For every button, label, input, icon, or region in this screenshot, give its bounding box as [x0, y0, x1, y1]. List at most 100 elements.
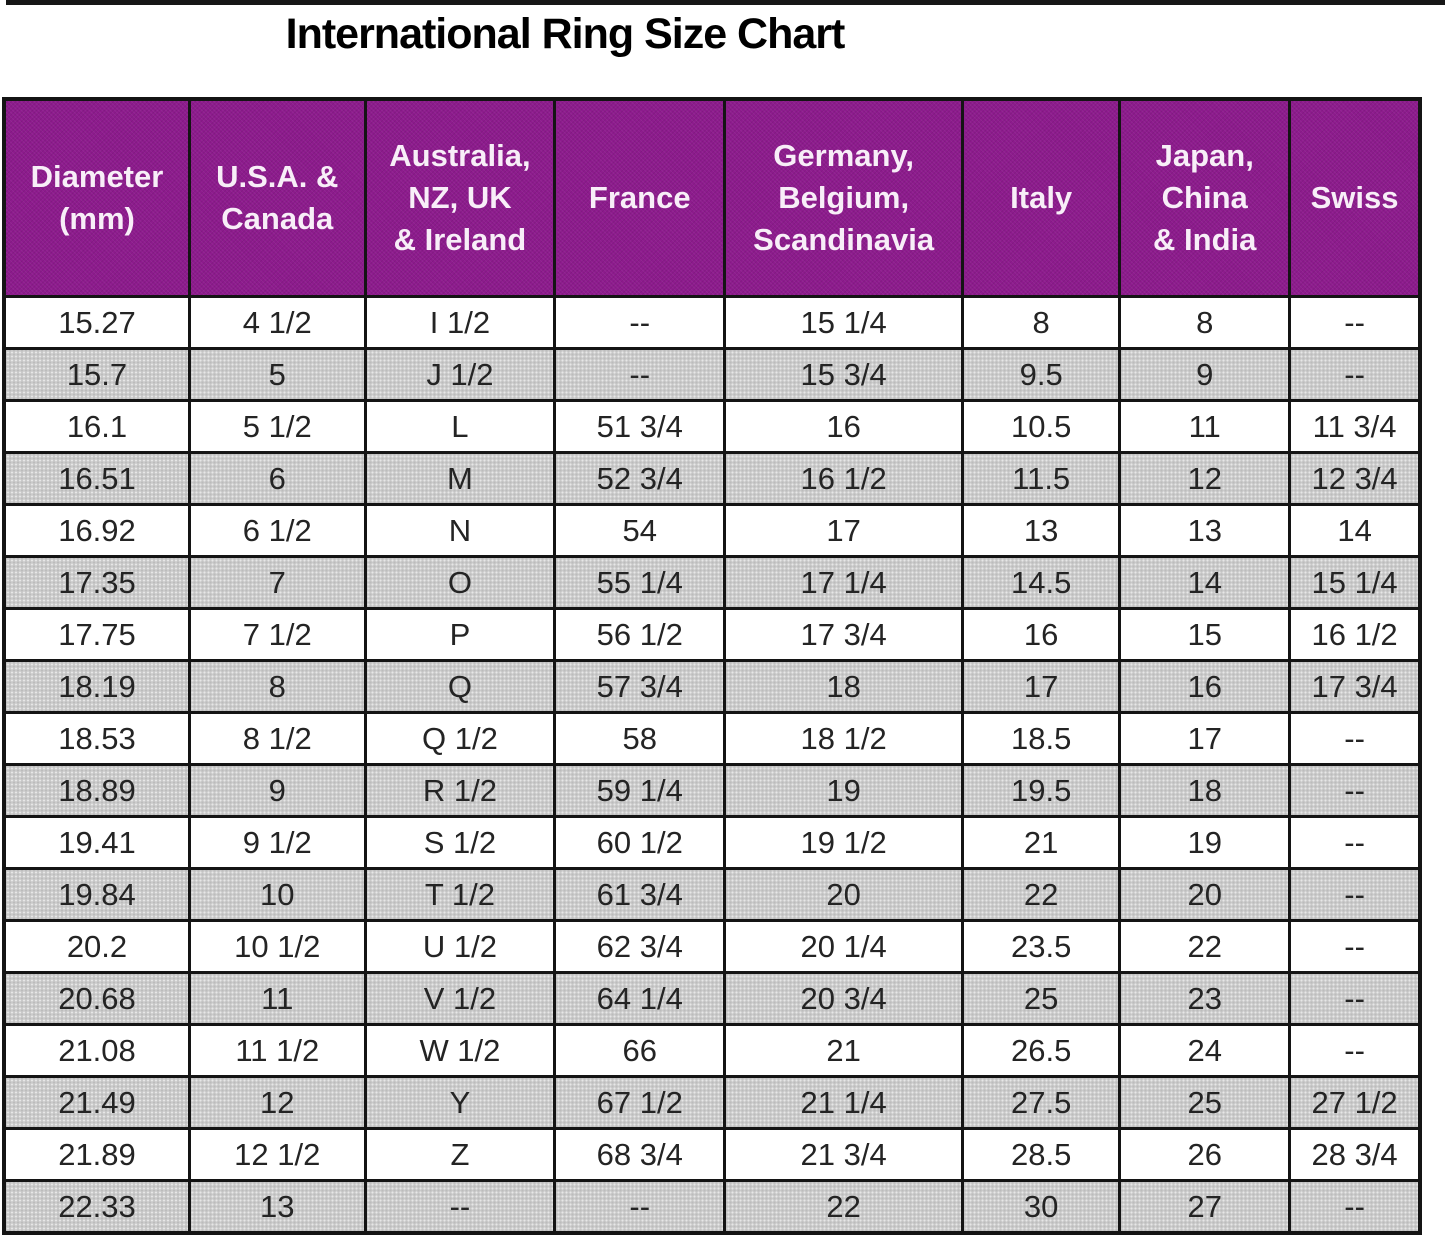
table-cell: 14.5: [961, 555, 1122, 610]
table-cell: 27.5: [961, 1075, 1122, 1130]
table-cell: 16: [1118, 659, 1292, 714]
table-cell: --: [553, 295, 727, 350]
table-cell: 17 1/4: [723, 555, 965, 610]
table-cell: M: [363, 451, 557, 506]
table-cell: 20: [1118, 867, 1292, 922]
table-cell: 21 3/4: [723, 1127, 965, 1182]
table-cell: 5: [187, 347, 367, 402]
table-cell: 12 3/4: [1288, 451, 1422, 506]
column-header-japan-china-india: Japan, China & India: [1118, 97, 1292, 298]
table-cell: --: [1288, 919, 1422, 974]
table-cell: I 1/2: [363, 295, 557, 350]
table-cell: 23.5: [961, 919, 1122, 974]
table-cell: 8: [187, 659, 367, 714]
table-cell: --: [1288, 971, 1422, 1026]
table-cell: 17 3/4: [723, 607, 965, 662]
table-cell: 21: [961, 815, 1122, 870]
table-cell: 17: [961, 659, 1122, 714]
table-cell: 51 3/4: [553, 399, 727, 454]
table-cell: 19.84: [2, 867, 191, 922]
table-cell: 11: [187, 971, 367, 1026]
table-cell: 18 1/2: [723, 711, 965, 766]
table-cell: 16: [723, 399, 965, 454]
table-cell: 18.19: [2, 659, 191, 714]
table-cell: 11.5: [961, 451, 1122, 506]
table-row: 21.08 11 1/2 W 1/2 66 21 26.5 24 --: [2, 1023, 1422, 1078]
table-cell: 64 1/4: [553, 971, 727, 1026]
table-row: 19.41 9 1/2 S 1/2 60 1/2 19 1/2 21 19 --: [2, 815, 1422, 870]
table-cell: --: [1288, 867, 1422, 922]
table-cell: 52 3/4: [553, 451, 727, 506]
table-cell: 10: [187, 867, 367, 922]
table-cell: --: [553, 1179, 727, 1235]
ring-size-table: Diameter (mm) U.S.A. & Canada Australia,…: [2, 97, 1422, 1235]
column-header-swiss: Swiss: [1288, 97, 1422, 298]
column-header-diameter-mm: Diameter (mm): [2, 97, 191, 298]
table-row: 18.89 9 R 1/2 59 1/4 19 19.5 18 --: [2, 763, 1422, 818]
column-header-italy: Italy: [961, 97, 1122, 298]
table-row: 21.49 12 Y 67 1/2 21 1/4 27.5 25 27 1/2: [2, 1075, 1422, 1130]
table-row: 16.51 6 M 52 3/4 16 1/2 11.5 12 12 3/4: [2, 451, 1422, 506]
table-cell: 22: [961, 867, 1122, 922]
table-row: 18.53 8 1/2 Q 1/2 58 18 1/2 18.5 17 --: [2, 711, 1422, 766]
table-cell: 8: [961, 295, 1122, 350]
table-cell: 11 3/4: [1288, 399, 1422, 454]
table-cell: 17.35: [2, 555, 191, 610]
table-cell: 28.5: [961, 1127, 1122, 1182]
table-cell: --: [1288, 347, 1422, 402]
table-cell: U 1/2: [363, 919, 557, 974]
table-cell: 22.33: [2, 1179, 191, 1235]
table-cell: --: [363, 1179, 557, 1235]
table-cell: 16.51: [2, 451, 191, 506]
table-cell: 20: [723, 867, 965, 922]
table-cell: 21.08: [2, 1023, 191, 1078]
table-cell: 21 1/4: [723, 1075, 965, 1130]
table-cell: 59 1/4: [553, 763, 727, 818]
table-cell: 17: [723, 503, 965, 558]
table-cell: 7: [187, 555, 367, 610]
table-cell: N: [363, 503, 557, 558]
table-cell: 28 3/4: [1288, 1127, 1422, 1182]
table-cell: 19: [1118, 815, 1292, 870]
table-cell: 20.68: [2, 971, 191, 1026]
table-cell: O: [363, 555, 557, 610]
table-cell: 10.5: [961, 399, 1122, 454]
table-cell: 19: [723, 763, 965, 818]
table-cell: 25: [1118, 1075, 1292, 1130]
table-row: 17.35 7 O 55 1/4 17 1/4 14.5 14 15 1/4: [2, 555, 1422, 610]
table-cell: 8: [1118, 295, 1292, 350]
table-cell: Q: [363, 659, 557, 714]
table-row: 22.33 13 -- -- 22 30 27 --: [2, 1179, 1422, 1235]
table-row: 20.2 10 1/2 U 1/2 62 3/4 20 1/4 23.5 22 --: [2, 919, 1422, 974]
table-cell: 9: [1118, 347, 1292, 402]
table-cell: 60 1/2: [553, 815, 727, 870]
table-cell: 66: [553, 1023, 727, 1078]
table-row: 16.1 5 1/2 L 51 3/4 16 10.5 11 11 3/4: [2, 399, 1422, 454]
table-cell: 68 3/4: [553, 1127, 727, 1182]
table-cell: 11 1/2: [187, 1023, 367, 1078]
table-row: 15.27 4 1/2 I 1/2 -- 15 1/4 8 8 --: [2, 295, 1422, 350]
table-cell: 62 3/4: [553, 919, 727, 974]
table-cell: 16: [961, 607, 1122, 662]
table-cell: 18: [1118, 763, 1292, 818]
table-cell: 15.7: [2, 347, 191, 402]
table-cell: T 1/2: [363, 867, 557, 922]
table-cell: 54: [553, 503, 727, 558]
table-cell: 20.2: [2, 919, 191, 974]
table-cell: 9 1/2: [187, 815, 367, 870]
table-cell: 27: [1118, 1179, 1292, 1235]
table-cell: 19 1/2: [723, 815, 965, 870]
table-cell: 8 1/2: [187, 711, 367, 766]
table-cell: 18.89: [2, 763, 191, 818]
table-cell: 67 1/2: [553, 1075, 727, 1130]
column-header-usa-canada: U.S.A. & Canada: [187, 97, 367, 298]
table-cell: Z: [363, 1127, 557, 1182]
table-cell: 27 1/2: [1288, 1075, 1422, 1130]
table-cell: 61 3/4: [553, 867, 727, 922]
table-cell: 6 1/2: [187, 503, 367, 558]
table-cell: --: [1288, 815, 1422, 870]
table-cell: 20 3/4: [723, 971, 965, 1026]
table-cell: 57 3/4: [553, 659, 727, 714]
table-cell: Q 1/2: [363, 711, 557, 766]
